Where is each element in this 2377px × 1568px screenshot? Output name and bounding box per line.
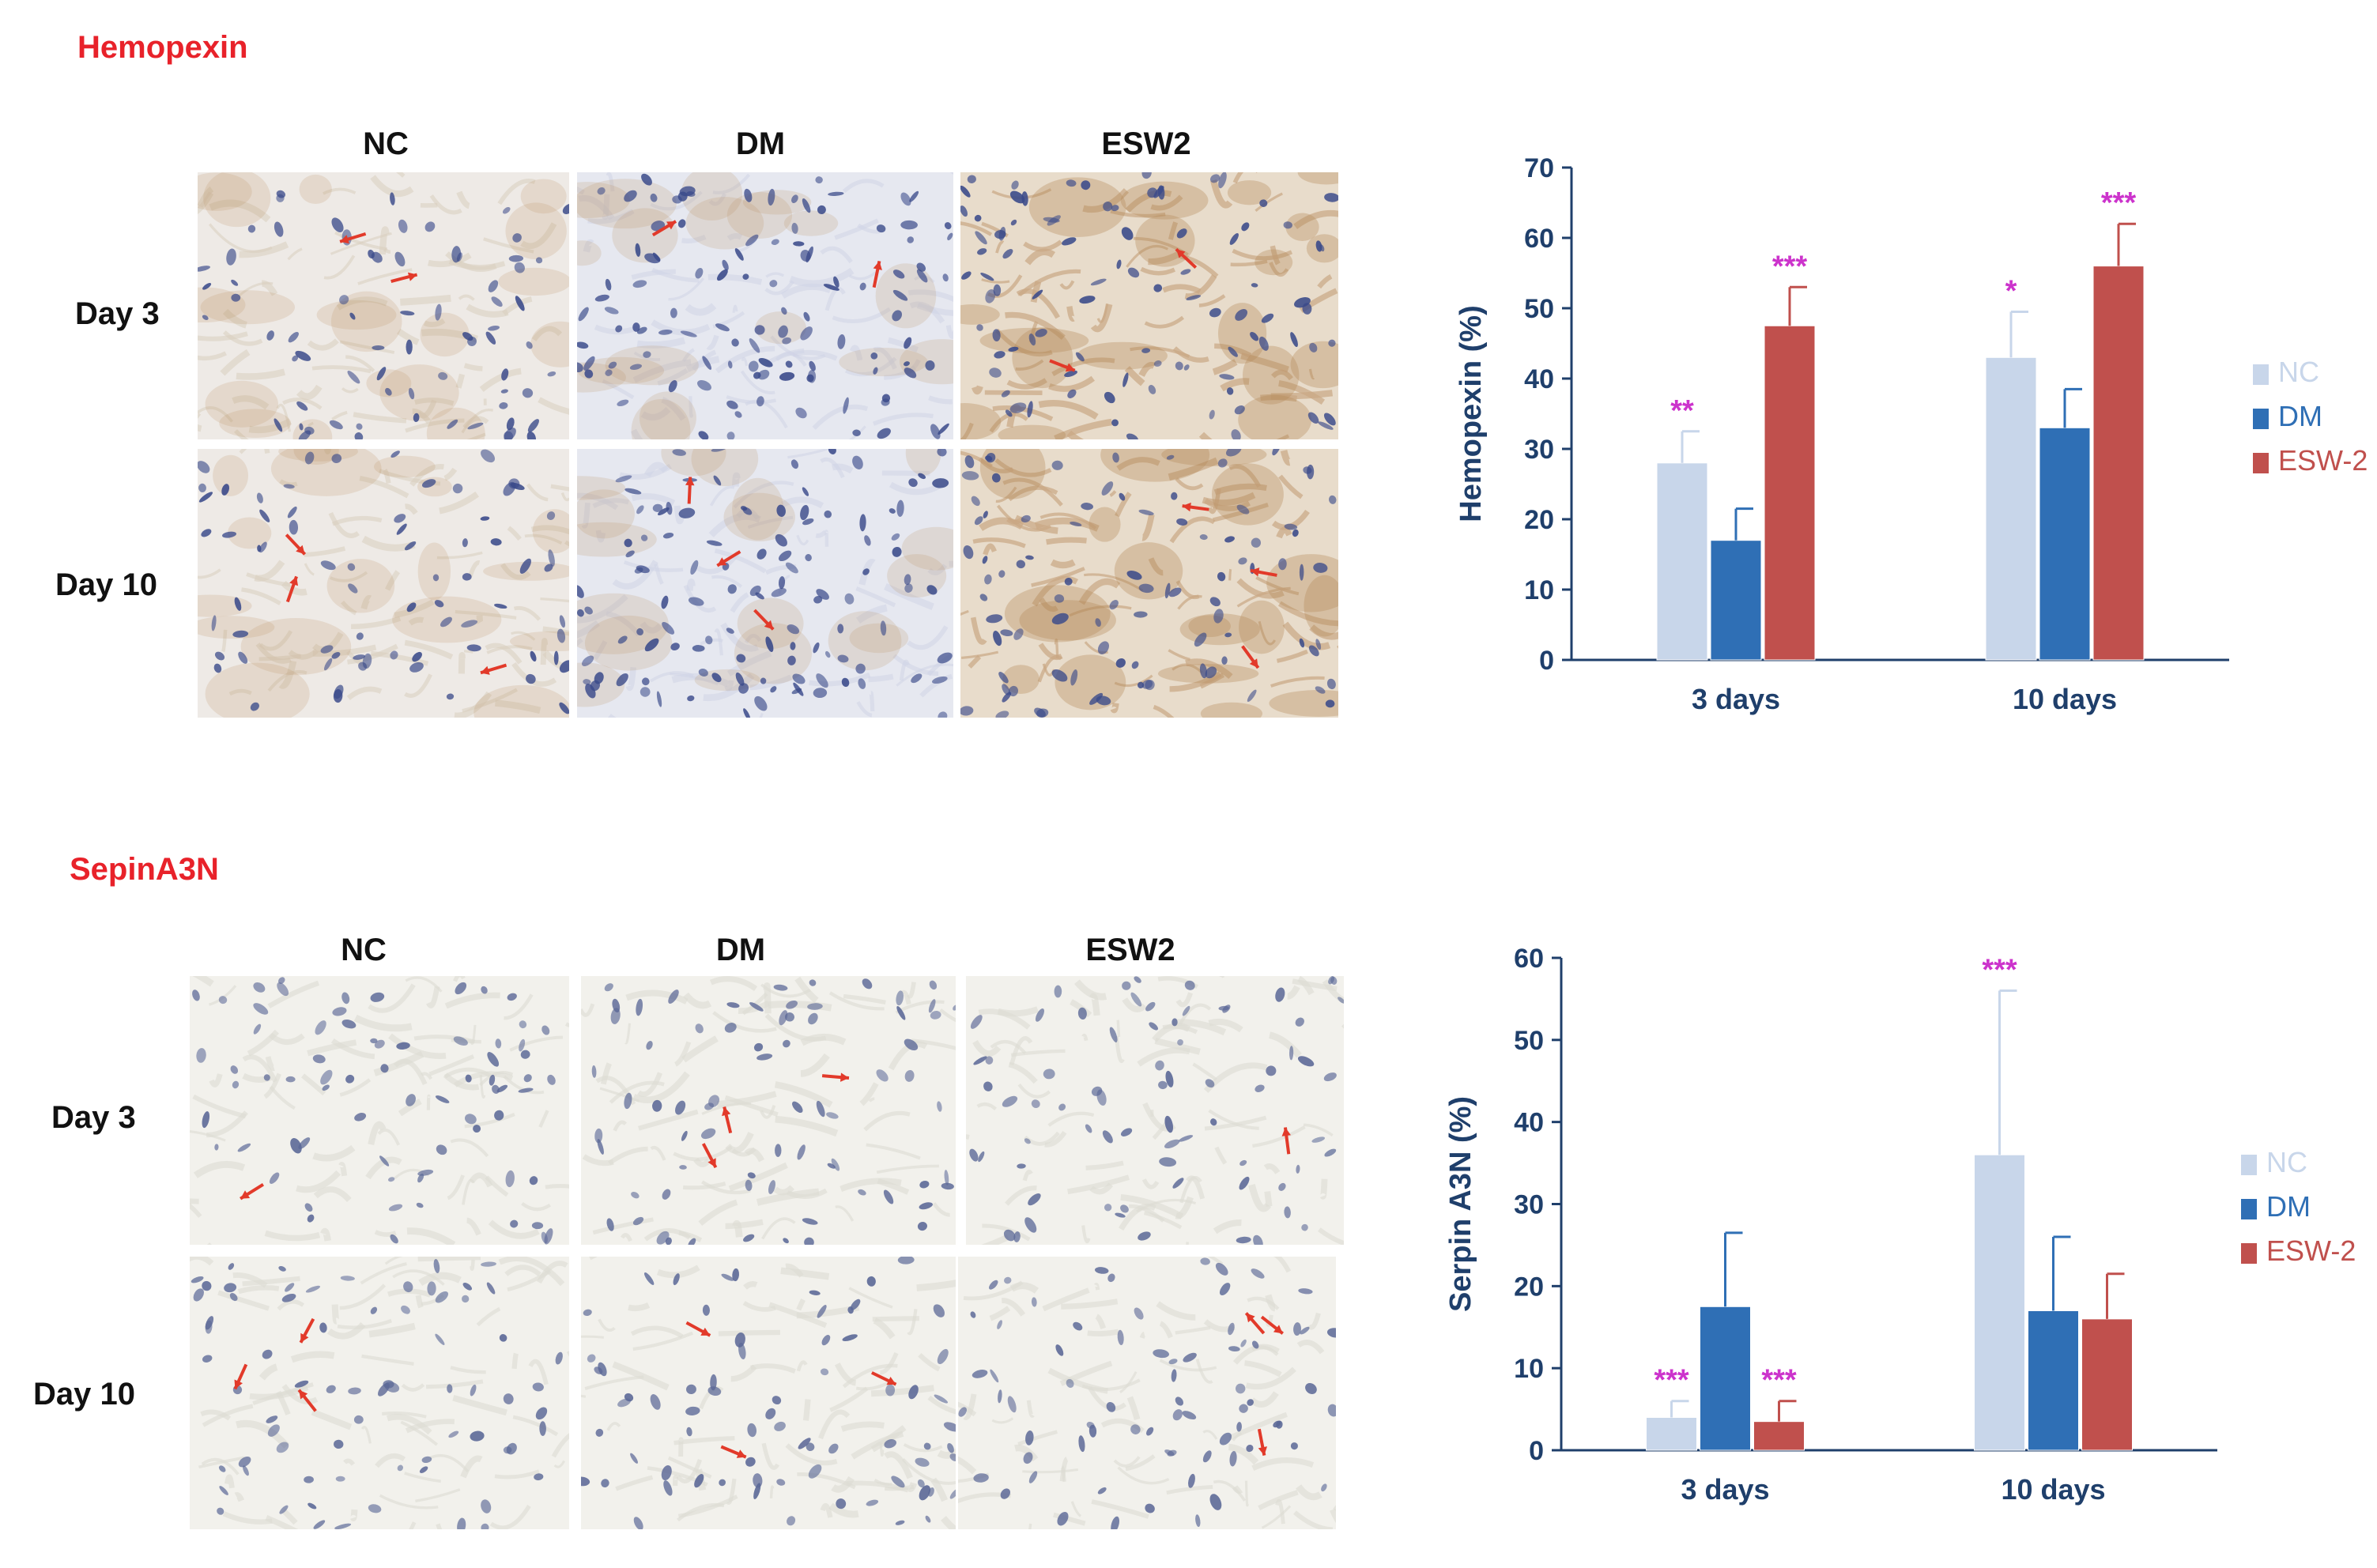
- legend-swatch-nc: [2253, 364, 2269, 385]
- micrograph-hemopexin-nc-day10: [198, 449, 569, 718]
- micrograph-sepina3n-nc-day10: [190, 1257, 569, 1529]
- micrograph-hemopexin-esw2-day10: [960, 449, 1338, 718]
- y-tick-label: 30: [1514, 1190, 1544, 1220]
- legend-label-nc: NC: [2266, 1146, 2307, 1178]
- y-tick-label: 40: [1524, 364, 1554, 394]
- section-title-sepina3n: SepinA3N: [70, 852, 219, 887]
- significance-marker: ***: [1772, 250, 1808, 283]
- bar-nc-1: [1974, 1154, 2025, 1451]
- column-label-nc-2: NC: [341, 933, 387, 967]
- row-label-day3: Day 3: [75, 296, 160, 331]
- row-label-day3-2: Day 3: [51, 1100, 136, 1135]
- column-label-nc: NC: [363, 126, 409, 161]
- y-tick-label: 20: [1514, 1272, 1544, 1302]
- micrograph-sepina3n-esw2-day10: [958, 1257, 1336, 1529]
- micrograph-sepina3n-esw2-day3: [966, 976, 1344, 1245]
- column-label-esw2-2: ESW2: [1085, 933, 1175, 967]
- column-label-dm-2: DM: [715, 933, 766, 967]
- significance-marker: **: [1670, 394, 1694, 428]
- y-tick-label: 70: [1524, 153, 1554, 183]
- significance-marker: ***: [1654, 1364, 1689, 1397]
- bar-dm-0: [1710, 540, 1762, 661]
- row-label-day10: Day 10: [55, 567, 157, 602]
- y-tick-label: 50: [1524, 294, 1554, 324]
- legend-label-dm: DM: [2278, 400, 2322, 432]
- legend-swatch-dm: [2241, 1199, 2257, 1219]
- legend-label-esw-2: ESW-2: [2278, 444, 2368, 477]
- y-tick-label: 0: [1539, 646, 1554, 676]
- bar-esw-2-0: [1753, 1421, 1805, 1451]
- bar-dm-1: [2039, 427, 2091, 661]
- bar-dm-1: [2028, 1310, 2079, 1451]
- y-tick-label: 50: [1514, 1026, 1544, 1056]
- row-label-day10-2: Day 10: [33, 1377, 135, 1412]
- y-tick-label: 10: [1514, 1354, 1544, 1384]
- y-tick-label: 40: [1514, 1108, 1544, 1138]
- bar-esw-2-0: [1764, 325, 1816, 661]
- y-tick-label: 20: [1524, 505, 1554, 535]
- significance-marker: ***: [2101, 187, 2137, 220]
- micrograph-hemopexin-esw2-day3: [960, 172, 1338, 439]
- micrograph-sepina3n-dm-day3: [581, 976, 956, 1245]
- bar-esw-2-1: [2081, 1318, 2133, 1451]
- legend-swatch-dm: [2253, 409, 2269, 429]
- micrograph-sepina3n-dm-day10: [581, 1257, 956, 1529]
- micrograph-hemopexin-nc-day3: [198, 172, 569, 439]
- serpina3n-bar-chart: Serpin A3N (%) 0 10 20 30 40 50 60 *** *** 3 days *…: [1444, 944, 2356, 1506]
- legend-swatch-esw-2: [2253, 453, 2269, 473]
- significance-marker: ***: [1761, 1364, 1797, 1397]
- bar-esw-2-1: [2092, 266, 2145, 661]
- significance-marker: ***: [1982, 954, 2017, 987]
- column-label-esw2: ESW2: [1101, 126, 1191, 161]
- y-tick-label: 30: [1524, 435, 1554, 465]
- y-tick-label: 60: [1524, 224, 1554, 254]
- legend-swatch-esw-2: [2241, 1243, 2257, 1264]
- x-category-label: 3 days: [1692, 683, 1780, 715]
- micrograph-hemopexin-dm-day10: [577, 449, 953, 718]
- y-axis-label: Hemopexin (%): [1454, 305, 1488, 522]
- x-category-label: 3 days: [1681, 1473, 1769, 1506]
- legend-swatch-nc: [2241, 1155, 2257, 1175]
- bar-nc-1: [1985, 356, 2037, 661]
- micrograph-hemopexin-dm-day3: [577, 172, 953, 439]
- bar-nc-0: [1646, 1416, 1697, 1451]
- legend-label-dm: DM: [2266, 1190, 2311, 1223]
- bar-nc-0: [1656, 462, 1708, 661]
- x-category-label: 10 days: [2001, 1473, 2105, 1506]
- bar-dm-0: [1700, 1306, 1751, 1451]
- legend-label-esw-2: ESW-2: [2266, 1234, 2356, 1267]
- legend-label-nc: NC: [2278, 356, 2319, 388]
- x-category-label: 10 days: [2013, 683, 2117, 715]
- y-axis-label: Serpin A3N (%): [1444, 1096, 1477, 1312]
- section-title-hemopexin: Hemopexin: [77, 30, 248, 65]
- significance-marker: *: [2005, 274, 2017, 307]
- y-tick-label: 0: [1529, 1436, 1544, 1466]
- micrograph-sepina3n-nc-day3: [190, 976, 569, 1245]
- y-tick-label: 60: [1514, 944, 1544, 974]
- column-label-dm: DM: [735, 126, 786, 161]
- y-tick-label: 10: [1524, 575, 1554, 605]
